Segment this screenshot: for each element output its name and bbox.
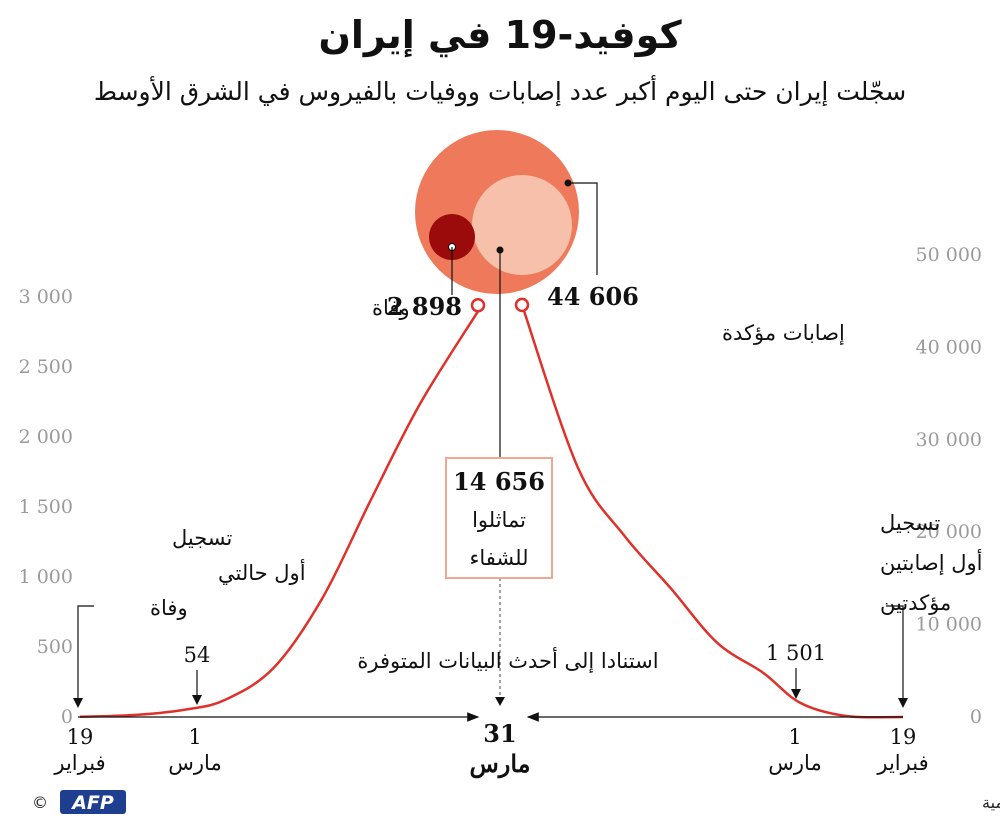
right-tick-label: 30 000 (916, 429, 982, 451)
left-mar-day: 1 (188, 725, 201, 749)
left-axis-ticks: 3 000 2 500 2 000 1 500 1 000 500 0 (19, 286, 73, 728)
source-note: المصدر: تعداد لفرانس برس استنادا إلى الم… (982, 793, 1000, 813)
right-axis-ticks: 50 000 40 000 30 000 20 000 10 000 0 (916, 244, 982, 728)
first-cases-arrow (898, 698, 908, 708)
page-title: كوفيد-19 في إيران (318, 13, 682, 58)
right-tick-label: 0 (970, 706, 982, 728)
cases-value: 44 606 (547, 282, 639, 311)
deaths-mar1-value: 54 (184, 643, 211, 667)
latest-data-note: استنادا إلى أحدث البيانات المتوفرة (357, 647, 658, 674)
first-cases-leader (886, 605, 904, 705)
end-day: 31 (483, 719, 516, 748)
recovered-value: 14 656 (453, 467, 545, 496)
right-tick-label: 20 000 (916, 521, 982, 543)
copyright-symbol: © (32, 793, 48, 812)
deaths-end-point (470, 298, 486, 313)
cases-mar1-arrow (791, 689, 801, 699)
recovered-bubble (472, 175, 572, 275)
left-tick-label: 0 (61, 706, 73, 728)
afp-logo: AFP (60, 790, 126, 814)
right-tick-label: 50 000 (916, 244, 982, 266)
left-start-month: فبراير (53, 751, 105, 775)
left-tick-label: 2 000 (19, 426, 73, 448)
left-tick-label: 2 500 (19, 356, 73, 378)
first-deaths-line2: أول حالتي (218, 559, 306, 585)
right-mar-day: 1 (788, 725, 801, 749)
cases-series-line (520, 304, 904, 719)
left-tick-label: 1 000 (19, 566, 73, 588)
cases-word: إصابات مؤكدة (722, 321, 845, 346)
deaths-bubble (429, 214, 475, 260)
left-start-day: 19 (67, 725, 94, 749)
cases-end-point (514, 297, 530, 313)
first-deaths-leader (77, 605, 94, 705)
page-subtitle: سجّلت إيران حتى اليوم أكبر عدد إصابات وو… (94, 74, 906, 107)
left-tick-label: 3 000 (19, 286, 73, 308)
recovered-line1: تماثلوا (472, 508, 526, 532)
left-tick-label: 500 (37, 636, 73, 658)
first-deaths-arrow (73, 698, 83, 708)
deaths-word: وفاة (372, 296, 410, 320)
left-mar-month: مارس (168, 751, 221, 775)
right-tick-label: 40 000 (916, 336, 982, 358)
first-cases-line3: مؤكدتين (880, 591, 951, 615)
right-start-day: 19 (890, 725, 917, 749)
right-mar-month: مارس (768, 751, 821, 775)
first-deaths-line3: وفاة (150, 596, 188, 620)
end-month: مارس (469, 749, 530, 779)
left-tick-label: 1 500 (19, 496, 73, 518)
right-tick-label: 10 000 (916, 614, 982, 636)
latest-arrow-head (495, 697, 505, 706)
deaths-value: 2 898 (387, 292, 462, 321)
first-cases-line2: أول إصابتين (880, 549, 982, 576)
recovered-line2: للشفاء (470, 546, 529, 570)
first-cases-line1: تسجيل (880, 511, 941, 535)
cases-leader (568, 182, 598, 275)
deaths-series-line (79, 310, 480, 718)
first-deaths-line1: تسجيل (172, 526, 233, 550)
recovered-box (445, 457, 553, 579)
cases-mar1-value: 1 501 (766, 641, 826, 665)
right-start-month: فبراير (876, 751, 928, 775)
afp-logo-text: AFP (70, 792, 114, 814)
deaths-mar1-arrow (192, 695, 202, 705)
